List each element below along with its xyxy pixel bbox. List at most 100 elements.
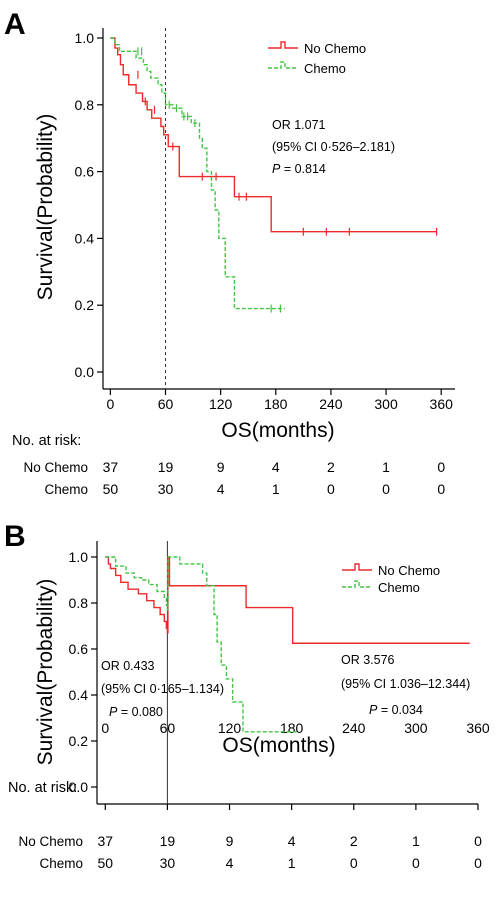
panel-b-xtick-label: 240 bbox=[342, 720, 366, 736]
panel-a-ylabel: Survival(Probability) bbox=[34, 114, 57, 301]
panel-b-ytick-label: 0.0 bbox=[69, 779, 89, 795]
panel-a-risk-value-no-chemo: 19 bbox=[158, 459, 174, 475]
panel-a-risk-value-no-chemo: 2 bbox=[327, 459, 335, 475]
panel-b-risk-row-label-no-chemo: No Chemo bbox=[18, 834, 83, 849]
panel-b-letter: B bbox=[4, 520, 26, 553]
panel-b-risk-value-chemo: 0 bbox=[350, 855, 358, 871]
panel-b-stats-right: OR 3.576 (95% CI 1.036–12.344) P = 0.034 bbox=[341, 653, 470, 717]
panel-a-risk-value-no-chemo: 37 bbox=[103, 459, 119, 475]
panel-a-legend-label-chemo: Chemo bbox=[304, 61, 346, 76]
panel-a-risk-value-no-chemo: 1 bbox=[382, 459, 390, 475]
panel-b-ci-right: (95% CI 1.036–12.344) bbox=[341, 677, 470, 691]
panel-a-legend-swatch-chemo bbox=[268, 61, 298, 69]
panel-a-xtick-label: 0 bbox=[106, 396, 114, 412]
panel-a-axes: 0.0 0.2 0.4 0.6 0.8 1.0 0 60 120 180 240 300 360 bbox=[75, 28, 455, 412]
panel-b-xtick-label: 360 bbox=[466, 720, 490, 736]
panel-b-or-right: OR 3.576 bbox=[341, 653, 395, 667]
panel-b: B Survival(Probability) 0.0 0.2 0.4 0.6 0.8 1… bbox=[4, 520, 490, 871]
panel-a-p: P = 0.814 bbox=[272, 162, 326, 176]
panel-b-risk-row-label-chemo: Chemo bbox=[39, 856, 83, 871]
panel-a-risk-value-no-chemo: 0 bbox=[437, 459, 445, 475]
panel-b-risk-values: 37 19 9 4 2 1 0 50 30 4 1 0 0 0 bbox=[97, 833, 482, 871]
panel-a-risk-row-label-chemo: Chemo bbox=[44, 482, 88, 497]
panel-b-stats-left: OR 0.433 (95% CI 0·165–1.134) P = 0.080 bbox=[101, 659, 224, 719]
panel-b-risk-value-no-chemo: 0 bbox=[474, 833, 482, 849]
panel-b-xtick-label: 0 bbox=[101, 720, 109, 736]
panel-a-stats: OR 1.071 (95% CI 0·526–2.181) P = 0.814 bbox=[272, 118, 395, 176]
panel-a-xtick-label: 180 bbox=[264, 396, 288, 412]
panel-a-risk-value-chemo: 30 bbox=[158, 481, 174, 497]
panel-a-ytick-label: 0.8 bbox=[75, 97, 95, 113]
panel-a-risk-table: No. at risk: No Chemo Chemo 37 19 9 4 2 1 050 3… bbox=[12, 433, 445, 497]
panel-a-xtick-label: 360 bbox=[430, 396, 454, 412]
panel-b-risk-value-chemo: 30 bbox=[160, 855, 176, 871]
panel-a-risk-row-label-no-chemo: No Chemo bbox=[23, 460, 88, 475]
panel-b-curve-chemo bbox=[105, 556, 297, 733]
panel-b-risk-title: No. at risk: bbox=[8, 780, 77, 796]
panel-a-xtick-label: 120 bbox=[209, 396, 233, 412]
panel-b-legend-label-no-chemo: No Chemo bbox=[378, 563, 440, 578]
panel-a-risk-value-chemo: 1 bbox=[272, 481, 280, 497]
panel-b-xtick-label: 180 bbox=[280, 720, 304, 736]
panel-a-or: OR 1.071 bbox=[272, 118, 326, 132]
panel-b-ytick-label: 0.8 bbox=[69, 595, 89, 611]
panel-a-ytick-label: 1.0 bbox=[75, 30, 95, 46]
panel-b-risk-value-chemo: 50 bbox=[97, 855, 113, 871]
panel-b-ytick-label: 1.0 bbox=[69, 549, 89, 565]
panel-a-xtick-label: 60 bbox=[158, 396, 174, 412]
panel-b-risk-value-chemo: 0 bbox=[474, 855, 482, 871]
panel-b-risk-value-no-chemo: 19 bbox=[160, 833, 176, 849]
panel-a-risk-title: No. at risk: bbox=[12, 433, 81, 449]
panel-a-ci: (95% CI 0·526–2.181) bbox=[272, 140, 395, 154]
panel-a-ytick-label: 0.0 bbox=[75, 364, 95, 380]
panel-b-ylabel: Survival(Probability) bbox=[34, 579, 57, 766]
panel-b-legend-swatch-chemo bbox=[342, 580, 372, 588]
panel-a-series bbox=[110, 37, 438, 313]
panel-b-axes: 0.00.20.40.60.81.00 60 120 180 240 300 360 bbox=[69, 541, 490, 810]
panel-b-ytick-label: 0.6 bbox=[69, 641, 89, 657]
panel-a-risk-value-chemo: 0 bbox=[437, 481, 445, 497]
panel-a-risk-values: 37 19 9 4 2 1 0 50 30 4 1 0 0 0 bbox=[103, 459, 446, 497]
panel-a-risk-value-chemo: 4 bbox=[217, 481, 225, 497]
panel-b-risk-value-no-chemo: 37 bbox=[97, 833, 113, 849]
panel-a-risk-value-chemo: 0 bbox=[382, 481, 390, 497]
panel-a-legend-label-no-chemo: No Chemo bbox=[304, 41, 366, 56]
panel-a-letter: A bbox=[4, 8, 26, 41]
panel-b-legend: No Chemo Chemo bbox=[342, 563, 440, 595]
panel-a-ytick-label: 0.4 bbox=[75, 230, 95, 246]
panel-b-ytick-label: 0.2 bbox=[69, 733, 89, 749]
panel-b-risk-value-no-chemo: 9 bbox=[226, 833, 234, 849]
panel-a-xlabel: OS(months) bbox=[221, 419, 334, 442]
panel-a-risk-value-no-chemo: 9 bbox=[217, 459, 225, 475]
panel-b-risk-value-no-chemo: 1 bbox=[412, 833, 420, 849]
panel-a: A Survival(Probability) 0.0 0.2 0.4 0.6 0.8 1… bbox=[4, 8, 455, 497]
panel-a-risk-value-chemo: 50 bbox=[103, 481, 119, 497]
panel-a-legend-swatch-no-chemo bbox=[268, 41, 298, 49]
panel-b-series bbox=[105, 556, 470, 733]
panel-a-curve-chemo bbox=[110, 37, 285, 310]
panel-b-xtick-label: 300 bbox=[404, 720, 428, 736]
panel-b-risk-value-chemo: 1 bbox=[288, 855, 296, 871]
panel-b-p-left: P = 0.080 bbox=[109, 705, 163, 719]
panel-b-risk-table: No. at risk: No Chemo Chemo 37 19 9 4 2 1 050 3… bbox=[8, 780, 482, 871]
panel-a-risk-value-no-chemo: 4 bbox=[272, 459, 280, 475]
panel-a-legend: No Chemo Chemo bbox=[268, 41, 366, 76]
panel-a-xtick-label: 300 bbox=[374, 396, 398, 412]
panel-b-xlabel: OS(months) bbox=[222, 734, 335, 757]
panel-b-legend-swatch-no-chemo bbox=[342, 563, 372, 571]
panel-a-ytick-label: 0.2 bbox=[75, 297, 95, 313]
panel-b-risk-value-chemo: 4 bbox=[226, 855, 234, 871]
panel-a-risk-value-chemo: 0 bbox=[327, 481, 335, 497]
panel-b-ytick-label: 0.4 bbox=[69, 687, 89, 703]
panel-b-xtick-label: 120 bbox=[218, 720, 242, 736]
panel-a-ytick-label: 0.6 bbox=[75, 164, 95, 180]
panel-b-curve-no-chemo bbox=[105, 556, 470, 644]
panel-b-legend-label-chemo: Chemo bbox=[378, 580, 420, 595]
panel-b-or-left: OR 0.433 bbox=[101, 659, 155, 673]
panel-b-risk-value-chemo: 0 bbox=[412, 855, 420, 871]
panel-b-p-right: P = 0.034 bbox=[369, 703, 423, 717]
panel-b-risk-value-no-chemo: 4 bbox=[288, 833, 296, 849]
panel-b-risk-value-no-chemo: 2 bbox=[350, 833, 358, 849]
panel-a-curve-no-chemo bbox=[110, 37, 437, 233]
